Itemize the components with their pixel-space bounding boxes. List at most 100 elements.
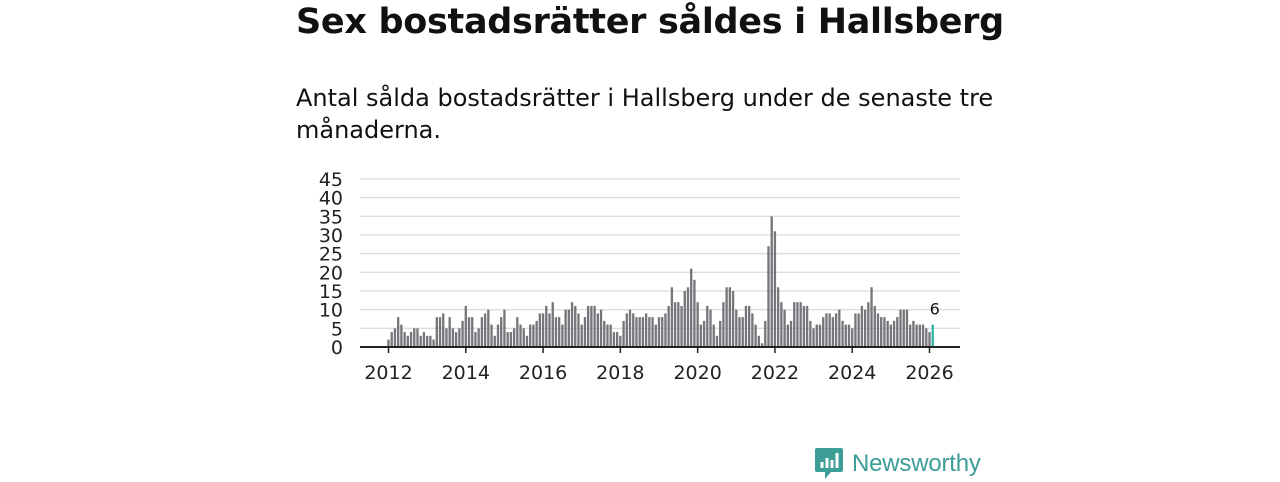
bar xyxy=(764,320,767,347)
bar xyxy=(451,328,455,347)
bar xyxy=(467,317,471,347)
bar xyxy=(715,335,719,347)
bar xyxy=(863,309,867,347)
bar xyxy=(690,268,693,347)
bar xyxy=(596,313,599,347)
bar xyxy=(422,332,426,347)
y-tick-label: 0 xyxy=(331,337,343,359)
bar xyxy=(561,324,564,347)
newsworthy-brand[interactable]: Newsworthy xyxy=(814,446,981,482)
bar xyxy=(638,317,641,347)
bar xyxy=(915,324,918,347)
bar xyxy=(471,317,474,347)
bar xyxy=(699,324,703,347)
bar xyxy=(722,302,725,347)
bar xyxy=(619,335,622,347)
bar xyxy=(409,332,413,347)
bar xyxy=(448,317,451,347)
bar xyxy=(519,324,522,347)
latest-value-label: 6 xyxy=(930,300,940,319)
bar xyxy=(799,302,802,347)
bar-latest xyxy=(931,324,934,347)
bar xyxy=(693,279,696,347)
bar xyxy=(886,320,889,347)
bar xyxy=(796,302,799,347)
bar xyxy=(558,317,561,347)
bar xyxy=(844,324,847,347)
bar xyxy=(744,305,748,347)
bar xyxy=(535,320,538,347)
bar xyxy=(583,317,587,347)
bar xyxy=(702,320,706,347)
bar xyxy=(606,324,609,347)
bar xyxy=(487,309,490,347)
bar xyxy=(738,317,741,347)
bar xyxy=(902,309,905,347)
bar xyxy=(847,324,851,347)
bar xyxy=(503,309,506,347)
bar xyxy=(632,313,635,347)
x-tick-label: 2018 xyxy=(596,362,644,384)
bar xyxy=(661,317,664,347)
bar xyxy=(770,216,773,347)
y-tick-label: 30 xyxy=(319,225,343,247)
bar xyxy=(545,305,548,347)
bar xyxy=(712,324,715,347)
bar xyxy=(680,305,683,347)
bar xyxy=(397,317,400,347)
page-title: Sex bostadsrätter såldes i Hallsberg xyxy=(296,2,1004,42)
bar xyxy=(442,313,445,347)
x-tick-label: 2026 xyxy=(905,362,953,384)
y-tick-label: 40 xyxy=(319,188,343,210)
bar xyxy=(812,328,815,347)
bar xyxy=(880,317,883,347)
bar xyxy=(899,309,902,347)
bar xyxy=(474,332,477,347)
chart-grid xyxy=(360,178,960,329)
bar xyxy=(854,313,857,347)
bar xyxy=(525,335,529,347)
y-tick-label: 5 xyxy=(331,318,343,340)
bar xyxy=(622,320,625,347)
bar xyxy=(400,324,403,347)
bar xyxy=(532,324,535,347)
bar xyxy=(776,287,780,347)
bar xyxy=(590,305,593,347)
bar xyxy=(673,302,677,347)
bar xyxy=(445,328,448,347)
bar xyxy=(870,287,873,347)
bar xyxy=(493,335,496,347)
bar xyxy=(464,305,467,347)
brand-name: Newsworthy xyxy=(852,450,981,477)
y-tick-label: 25 xyxy=(319,244,343,266)
bar xyxy=(393,328,397,347)
bar xyxy=(425,335,429,347)
bar xyxy=(567,309,570,347)
chart-bars xyxy=(387,216,934,347)
bar xyxy=(477,328,480,347)
bar xyxy=(905,309,909,347)
y-tick-label: 20 xyxy=(319,262,343,284)
bar xyxy=(767,246,770,347)
y-tick-label: 35 xyxy=(319,206,343,228)
x-tick-label: 2014 xyxy=(442,362,490,384)
bar xyxy=(686,287,690,347)
bar xyxy=(458,328,461,347)
bar xyxy=(480,317,484,347)
bar xyxy=(461,320,464,347)
bar xyxy=(541,313,545,347)
bar xyxy=(612,332,616,347)
bar xyxy=(416,328,419,347)
bar xyxy=(406,335,409,347)
bar xyxy=(867,302,870,347)
bar xyxy=(725,287,728,347)
bar xyxy=(512,328,516,347)
bar xyxy=(783,309,786,347)
bar xyxy=(912,320,915,347)
bar xyxy=(538,313,542,347)
bar xyxy=(728,287,732,347)
bar xyxy=(928,332,931,347)
bar xyxy=(876,313,880,347)
